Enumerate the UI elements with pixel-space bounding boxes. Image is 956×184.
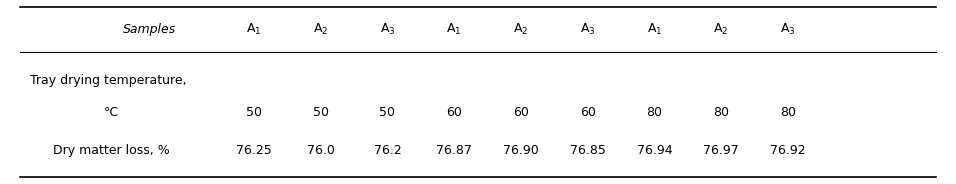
Text: Samples: Samples [122, 23, 176, 36]
Text: $\mathrm{A}_{2}$: $\mathrm{A}_{2}$ [513, 22, 529, 37]
Text: $\mathrm{A}_{2}$: $\mathrm{A}_{2}$ [713, 22, 728, 37]
Text: 80: 80 [713, 106, 729, 119]
Text: 80: 80 [646, 106, 663, 119]
Text: 76.94: 76.94 [637, 144, 672, 157]
Text: $\mathrm{A}_{3}$: $\mathrm{A}_{3}$ [580, 22, 596, 37]
Text: $\mathrm{A}_{1}$: $\mathrm{A}_{1}$ [446, 22, 462, 37]
Text: $\mathrm{A}_{2}$: $\mathrm{A}_{2}$ [313, 22, 328, 37]
Text: 60: 60 [446, 106, 462, 119]
Text: $\mathrm{A}_{3}$: $\mathrm{A}_{3}$ [780, 22, 795, 37]
Text: $\mathrm{A}_{1}$: $\mathrm{A}_{1}$ [247, 22, 262, 37]
Text: 76.92: 76.92 [770, 144, 806, 157]
Text: 76.97: 76.97 [704, 144, 739, 157]
Text: 76.0: 76.0 [307, 144, 335, 157]
Text: °C: °C [103, 106, 119, 119]
Text: 76.90: 76.90 [503, 144, 539, 157]
Text: 80: 80 [780, 106, 795, 119]
Text: Tray drying temperature,: Tray drying temperature, [30, 74, 186, 87]
Text: 50: 50 [380, 106, 396, 119]
Text: 50: 50 [313, 106, 329, 119]
Text: $\mathrm{A}_{1}$: $\mathrm{A}_{1}$ [646, 22, 663, 37]
Text: 60: 60 [579, 106, 596, 119]
Text: 50: 50 [246, 106, 262, 119]
Text: Dry matter loss, %: Dry matter loss, % [53, 144, 169, 157]
Text: 76.87: 76.87 [436, 144, 472, 157]
Text: 76.85: 76.85 [570, 144, 605, 157]
Text: 76.25: 76.25 [236, 144, 272, 157]
Text: 76.2: 76.2 [374, 144, 402, 157]
Text: 60: 60 [513, 106, 529, 119]
Text: $\mathrm{A}_{3}$: $\mathrm{A}_{3}$ [380, 22, 395, 37]
